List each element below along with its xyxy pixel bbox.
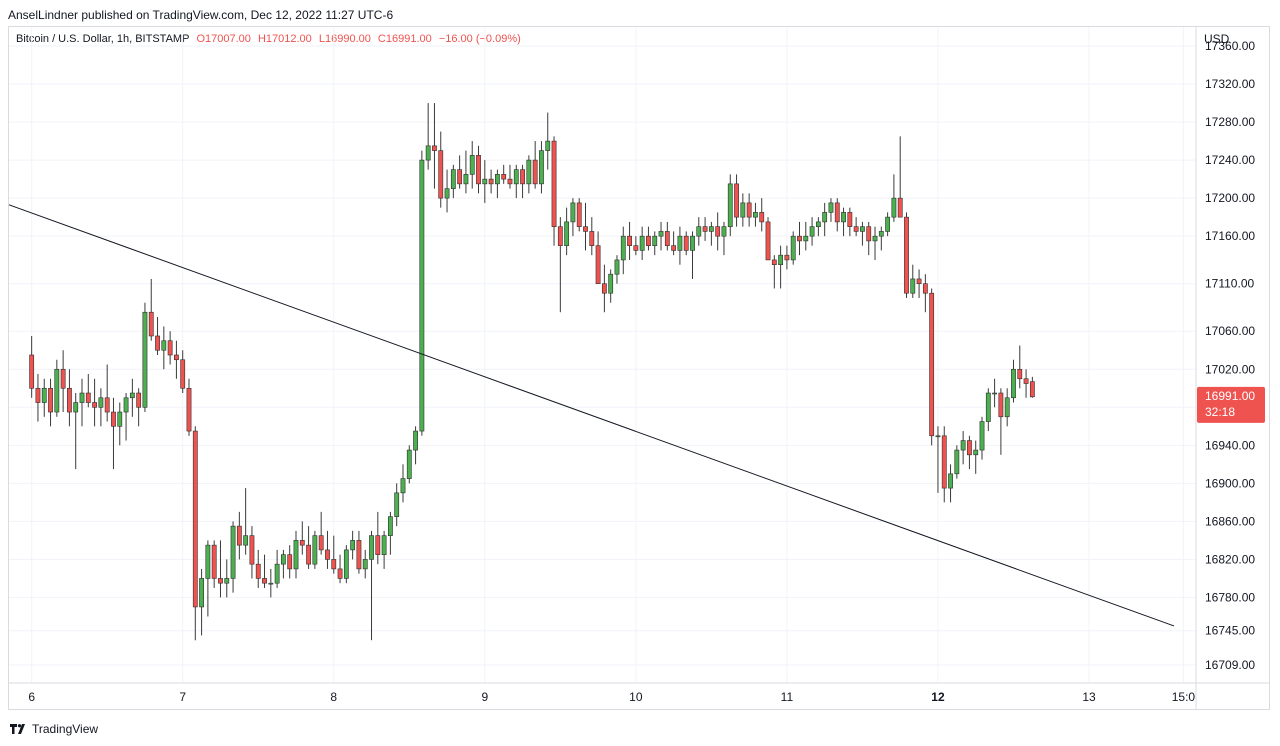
brand-label: TradingView (32, 722, 99, 736)
ohlc-legend: Bitcoin / U.S. Dollar, 1h, BITSTAMP O170… (16, 33, 521, 45)
legend-symbol[interactable]: Bitcoin / U.S. Dollar, 1h, BITSTAMP (16, 33, 190, 45)
currency-label[interactable]: USD (1204, 32, 1230, 46)
legend-high: H17012.00 (257, 33, 312, 45)
legend-change: −16.00 (−0.09%) (438, 33, 521, 45)
chart-frame (8, 26, 1270, 710)
legend-close: C16991.00 (377, 33, 432, 45)
tradingview-brand[interactable]: TradingView (10, 722, 98, 736)
legend-open: O17007.00 (196, 33, 251, 45)
legend-low: L16990.00 (318, 33, 371, 45)
publisher-line: AnselLindner published on TradingView.co… (8, 8, 394, 22)
tradingview-logo-icon (10, 724, 25, 734)
